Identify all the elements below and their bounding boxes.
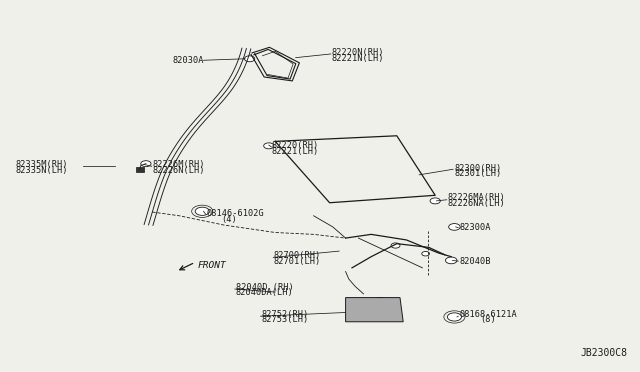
Text: FRONT: FRONT [197, 262, 226, 270]
Text: 82030A: 82030A [172, 56, 204, 65]
Text: 82752(RH): 82752(RH) [261, 310, 308, 319]
Polygon shape [346, 298, 403, 322]
Text: 82335M(RH): 82335M(RH) [16, 160, 68, 169]
Text: (8): (8) [480, 315, 496, 324]
Text: 82220N(RH): 82220N(RH) [332, 48, 384, 57]
Text: 08168-6121A: 08168-6121A [460, 310, 517, 319]
Circle shape [264, 143, 274, 149]
Circle shape [195, 207, 209, 215]
Circle shape [445, 257, 457, 264]
Circle shape [447, 313, 461, 321]
Text: 82300A: 82300A [460, 223, 491, 232]
Polygon shape [355, 298, 397, 318]
Text: (4): (4) [221, 215, 237, 224]
Text: 82226N(LH): 82226N(LH) [152, 166, 205, 174]
Text: 82040B: 82040B [460, 257, 491, 266]
Circle shape [449, 224, 460, 230]
Text: 82226M(RH): 82226M(RH) [152, 160, 205, 169]
Circle shape [422, 251, 429, 256]
Text: 82701(LH): 82701(LH) [274, 257, 321, 266]
Text: 82040DA(LH): 82040DA(LH) [236, 288, 293, 297]
Circle shape [141, 161, 151, 167]
Text: 82226NA(LH): 82226NA(LH) [448, 199, 506, 208]
Text: 82753(LH): 82753(LH) [261, 315, 308, 324]
FancyBboxPatch shape [136, 167, 144, 172]
Text: 82300(RH): 82300(RH) [454, 164, 502, 173]
Text: 82040D (RH): 82040D (RH) [236, 283, 293, 292]
Text: 82301(LH): 82301(LH) [454, 169, 502, 178]
Text: 82221N(LH): 82221N(LH) [332, 54, 384, 63]
Circle shape [430, 198, 440, 204]
Circle shape [244, 56, 255, 62]
Circle shape [391, 243, 400, 248]
Text: 82220(RH): 82220(RH) [272, 141, 319, 150]
Text: 82335N(LH): 82335N(LH) [16, 166, 68, 174]
Text: 82221(LH): 82221(LH) [272, 147, 319, 156]
Text: JB2300C8: JB2300C8 [580, 348, 627, 358]
Text: 82226MA(RH): 82226MA(RH) [448, 193, 506, 202]
Text: 08146-6102G: 08146-6102G [206, 209, 264, 218]
Text: 82700(RH): 82700(RH) [274, 251, 321, 260]
